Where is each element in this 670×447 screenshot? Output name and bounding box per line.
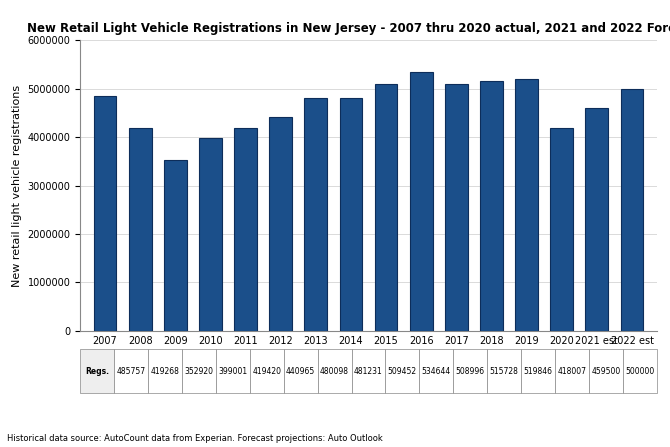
Text: 515728: 515728: [490, 367, 519, 375]
Bar: [182, 349, 216, 393]
Bar: [419, 349, 453, 393]
Bar: [385, 349, 419, 393]
Text: 519846: 519846: [523, 367, 553, 375]
Bar: [199, 138, 222, 331]
Bar: [480, 81, 503, 331]
Bar: [622, 349, 657, 393]
Bar: [555, 349, 589, 393]
Text: 509452: 509452: [388, 367, 417, 375]
Bar: [80, 349, 115, 393]
Bar: [586, 108, 608, 331]
Text: 508996: 508996: [456, 367, 484, 375]
Text: 534644: 534644: [421, 367, 451, 375]
Text: 440965: 440965: [286, 367, 316, 375]
Bar: [589, 349, 622, 393]
Text: 419268: 419268: [151, 367, 180, 375]
Text: 418007: 418007: [557, 367, 586, 375]
Bar: [445, 84, 468, 331]
Text: 419420: 419420: [253, 367, 281, 375]
Bar: [340, 98, 362, 331]
Bar: [620, 89, 643, 331]
Bar: [164, 160, 187, 331]
Text: Historical data source: AutoCount data from Experian. Forecast projections: Auto: Historical data source: AutoCount data f…: [7, 434, 383, 443]
Text: 480098: 480098: [320, 367, 349, 375]
Text: 485757: 485757: [117, 367, 146, 375]
Bar: [234, 128, 257, 331]
Title: New Retail Light Vehicle Registrations in New Jersey - 2007 thru 2020 actual, 20: New Retail Light Vehicle Registrations i…: [27, 22, 670, 35]
Bar: [269, 117, 292, 331]
Text: 500000: 500000: [625, 367, 655, 375]
Bar: [148, 349, 182, 393]
Bar: [515, 79, 538, 331]
Text: 399001: 399001: [218, 367, 247, 375]
Text: 459500: 459500: [591, 367, 620, 375]
Bar: [284, 349, 318, 393]
Bar: [487, 349, 521, 393]
Bar: [129, 128, 151, 331]
Bar: [550, 128, 573, 331]
Text: 481231: 481231: [354, 367, 383, 375]
Y-axis label: New retail light vehicle registrations: New retail light vehicle registrations: [12, 84, 22, 287]
Bar: [375, 84, 397, 331]
Bar: [410, 72, 433, 331]
Bar: [216, 349, 250, 393]
Bar: [318, 349, 352, 393]
Bar: [521, 349, 555, 393]
Text: 352920: 352920: [184, 367, 214, 375]
Bar: [304, 98, 327, 331]
Bar: [352, 349, 385, 393]
Text: Regs.: Regs.: [85, 367, 109, 375]
Bar: [115, 349, 148, 393]
Bar: [94, 96, 117, 331]
Bar: [453, 349, 487, 393]
Bar: [250, 349, 284, 393]
